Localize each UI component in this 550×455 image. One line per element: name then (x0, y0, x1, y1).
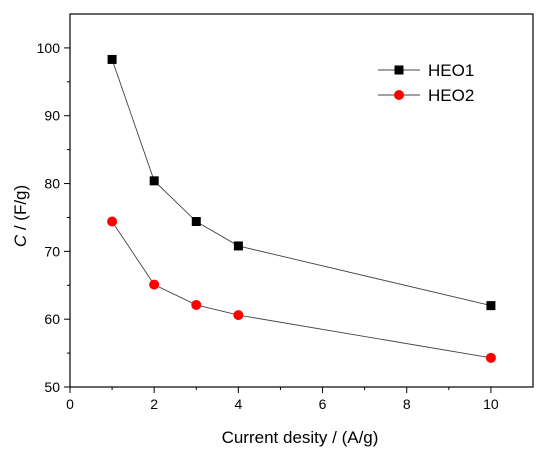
data-point-heo2 (233, 310, 244, 321)
y-tick-label: 60 (44, 311, 60, 327)
data-point-heo1 (486, 301, 496, 311)
legend-entry-heo1: HEO1 (378, 61, 474, 80)
series-heo2 (107, 216, 496, 363)
y-axis-title: C / (F/g) (11, 185, 30, 247)
series-line-heo2 (111, 221, 491, 359)
legend-label-heo1: HEO1 (428, 61, 474, 80)
data-point-heo2 (149, 279, 160, 290)
data-point-heo2 (485, 352, 496, 363)
y-tick-label: 100 (37, 40, 61, 56)
x-tick-label: 6 (319, 396, 327, 412)
data-point-heo1 (233, 241, 243, 251)
legend-entry-heo2: HEO2 (378, 86, 474, 105)
legend-label-heo2: HEO2 (428, 86, 474, 105)
x-axis-title: Current desity / (A/g) (222, 428, 379, 447)
y-tick-label: 70 (44, 243, 60, 259)
x-tick-label: 4 (234, 396, 242, 412)
axis-ticks: 0 2 4 6 8 10 50 60 70 80 90 100 (37, 40, 499, 412)
x-tick-label: 0 (66, 396, 74, 412)
y-tick-label: 80 (44, 176, 60, 192)
series-heo1 (107, 54, 496, 311)
y-tick-label: 90 (44, 108, 60, 124)
legend-marker-heo1 (394, 65, 404, 75)
data-point-heo1 (107, 54, 117, 64)
plot-border (69, 13, 534, 388)
y-axis-title-italic: C (11, 234, 30, 247)
legend-marker-heo2 (394, 90, 404, 100)
x-tick-label: 10 (483, 396, 499, 412)
data-point-heo1 (149, 176, 159, 186)
data-point-heo1 (191, 217, 201, 227)
data-point-heo2 (191, 299, 202, 310)
series-layer (107, 54, 496, 363)
x-tick-label: 2 (150, 396, 158, 412)
legend: HEO1 HEO2 (378, 61, 474, 105)
plot-frame (69, 13, 534, 388)
data-point-heo2 (107, 216, 118, 227)
y-axis-title-rest: / (F/g) (11, 185, 30, 235)
x-tick-label: 8 (403, 396, 411, 412)
y-tick-label: 50 (44, 379, 60, 395)
